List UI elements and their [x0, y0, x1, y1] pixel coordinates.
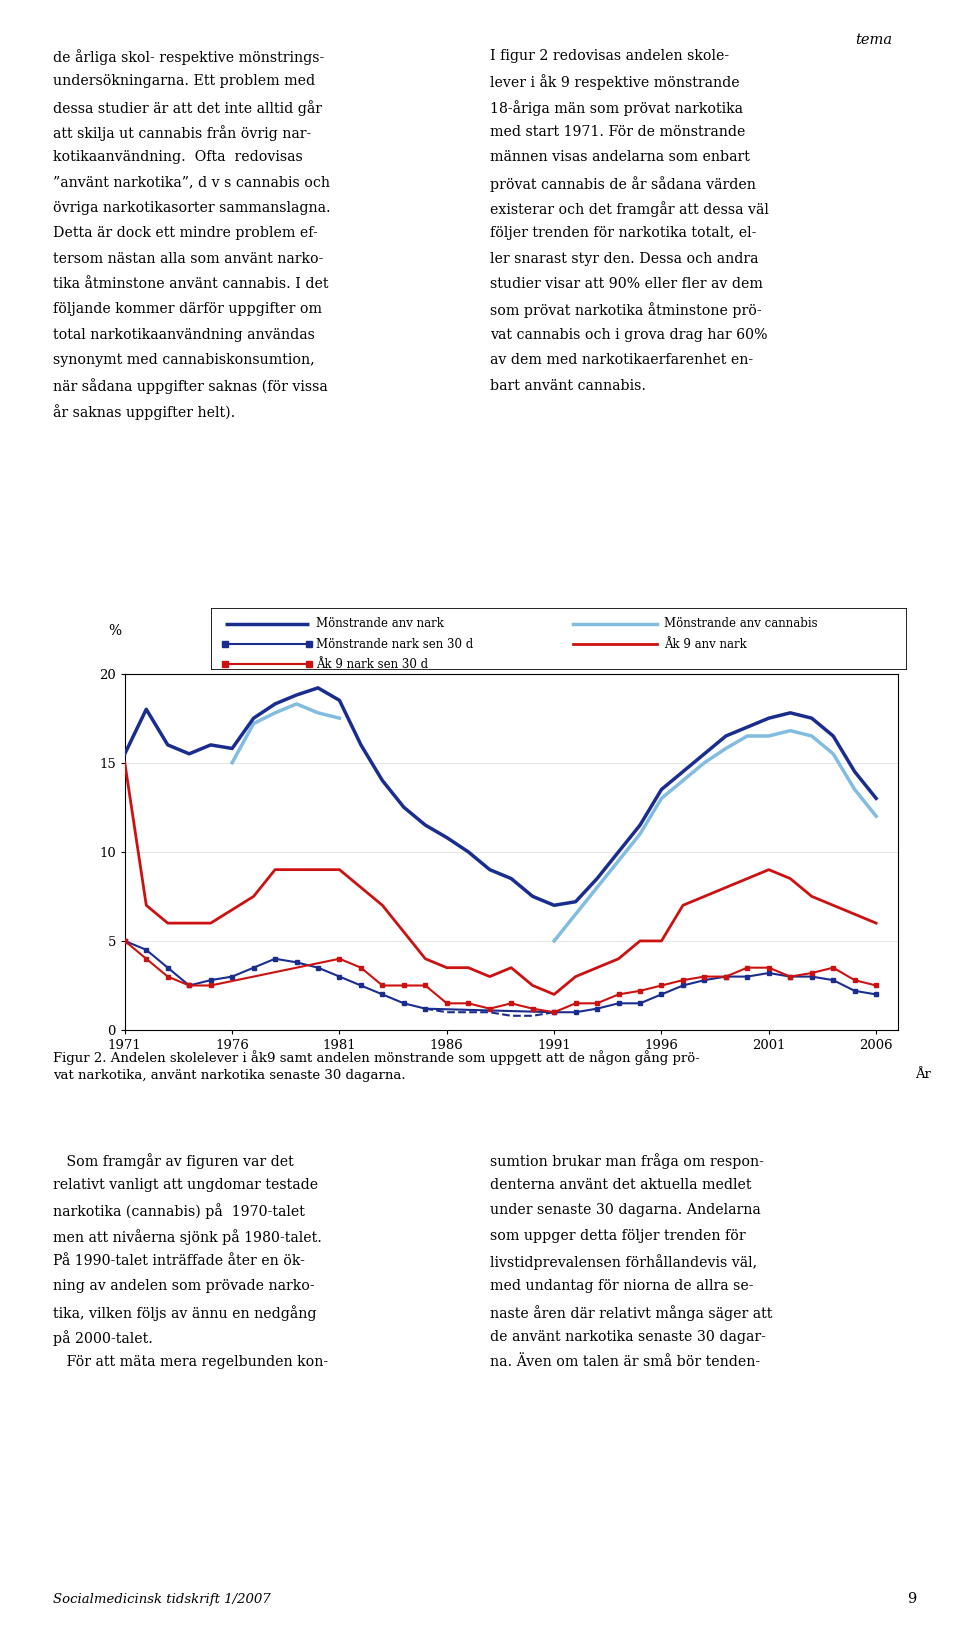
Text: under senaste 30 dagarna. Andelarna: under senaste 30 dagarna. Andelarna: [490, 1203, 760, 1218]
Text: sumtion brukar man fråga om respon-: sumtion brukar man fråga om respon-: [490, 1153, 763, 1169]
Text: denterna använt det aktuella medlet: denterna använt det aktuella medlet: [490, 1177, 751, 1192]
Text: studier visar att 90% eller fler av dem: studier visar att 90% eller fler av dem: [490, 276, 762, 291]
Text: men att nivåerna sjönk på 1980-talet.: men att nivåerna sjönk på 1980-talet.: [53, 1230, 322, 1244]
Text: Mönstrande anv cannabis: Mönstrande anv cannabis: [663, 618, 817, 629]
Text: ning av andelen som prövade narko-: ning av andelen som prövade narko-: [53, 1279, 315, 1293]
Text: övriga narkotikasorter sammanslagna.: övriga narkotikasorter sammanslagna.: [53, 201, 330, 216]
Text: relativt vanligt att ungdomar testade: relativt vanligt att ungdomar testade: [53, 1177, 318, 1192]
Text: År: År: [915, 1068, 930, 1081]
Text: %: %: [108, 625, 122, 638]
Text: år saknas uppgifter helt).: år saknas uppgifter helt).: [53, 404, 235, 420]
Text: prövat cannabis de år sådana värden: prövat cannabis de år sådana värden: [490, 175, 756, 191]
Text: som uppger detta följer trenden för: som uppger detta följer trenden för: [490, 1230, 745, 1243]
Text: tersom nästan alla som använt narko-: tersom nästan alla som använt narko-: [53, 252, 324, 267]
Text: na. Även om talen är små bör tenden-: na. Även om talen är små bör tenden-: [490, 1355, 759, 1370]
Text: total narkotikaanvändning användas: total narkotikaanvändning användas: [53, 327, 315, 342]
Text: med undantag för niorna de allra se-: med undantag för niorna de allra se-: [490, 1279, 753, 1293]
Text: existerar och det framgår att dessa väl: existerar och det framgår att dessa väl: [490, 201, 768, 217]
Text: på 2000-talet.: på 2000-talet.: [53, 1331, 153, 1346]
Text: lever i åk 9 respektive mönstrande: lever i åk 9 respektive mönstrande: [490, 74, 739, 90]
Text: naste åren där relativt många säger att: naste åren där relativt många säger att: [490, 1305, 772, 1321]
Text: Figur 2. Andelen skolelever i åk9 samt andelen mönstrande som uppgett att de någ: Figur 2. Andelen skolelever i åk9 samt a…: [53, 1050, 700, 1082]
Text: Mönstrande nark sen 30 d: Mönstrande nark sen 30 d: [316, 638, 473, 651]
Text: För att mäta mera regelbunden kon-: För att mäta mera regelbunden kon-: [53, 1355, 328, 1370]
Text: männen visas andelarna som enbart: männen visas andelarna som enbart: [490, 150, 750, 165]
Text: när sådana uppgifter saknas (för vissa: när sådana uppgifter saknas (för vissa: [53, 378, 327, 394]
Text: 9: 9: [907, 1591, 917, 1606]
Text: ”använt narkotika”, d v s cannabis och: ”använt narkotika”, d v s cannabis och: [53, 175, 330, 190]
Text: tika, vilken följs av ännu en nedgång: tika, vilken följs av ännu en nedgång: [53, 1305, 316, 1321]
Text: Åk 9 nark sen 30 d: Åk 9 nark sen 30 d: [316, 657, 428, 670]
Text: tika åtminstone använt cannabis. I det: tika åtminstone använt cannabis. I det: [53, 276, 328, 291]
Text: följande kommer därför uppgifter om: följande kommer därför uppgifter om: [53, 302, 322, 317]
Text: vat cannabis och i grova drag har 60%: vat cannabis och i grova drag har 60%: [490, 327, 767, 342]
Text: ler snarast styr den. Dessa och andra: ler snarast styr den. Dessa och andra: [490, 252, 758, 267]
Text: av dem med narkotikaerfarenhet en-: av dem med narkotikaerfarenhet en-: [490, 353, 753, 368]
Text: Socialmedicinsk tidskrift 1/2007: Socialmedicinsk tidskrift 1/2007: [53, 1592, 271, 1606]
Text: I figur 2 redovisas andelen skole-: I figur 2 redovisas andelen skole-: [490, 49, 729, 64]
Text: livstidprevalensen förhållandevis väl,: livstidprevalensen förhållandevis väl,: [490, 1254, 756, 1270]
Text: som prövat narkotika åtminstone prö-: som prövat narkotika åtminstone prö-: [490, 302, 761, 319]
Text: de använt narkotika senaste 30 dagar-: de använt narkotika senaste 30 dagar-: [490, 1331, 765, 1344]
Text: undersökningarna. Ett problem med: undersökningarna. Ett problem med: [53, 74, 315, 88]
Text: bart använt cannabis.: bart använt cannabis.: [490, 378, 645, 392]
Text: de årliga skol- respektive mönstrings-: de årliga skol- respektive mönstrings-: [53, 49, 324, 65]
Text: synonymt med cannabiskonsumtion,: synonymt med cannabiskonsumtion,: [53, 353, 315, 368]
Text: att skilja ut cannabis från övrig nar-: att skilja ut cannabis från övrig nar-: [53, 126, 311, 141]
Text: Mönstrande anv nark: Mönstrande anv nark: [316, 618, 444, 629]
Text: följer trenden för narkotika totalt, el-: följer trenden för narkotika totalt, el-: [490, 227, 756, 240]
Text: Som framgår av figuren var det: Som framgår av figuren var det: [53, 1153, 294, 1169]
Text: dessa studier är att det inte alltid går: dessa studier är att det inte alltid går: [53, 100, 322, 116]
Text: tema: tema: [855, 33, 893, 47]
Text: med start 1971. För de mönstrande: med start 1971. För de mönstrande: [490, 126, 745, 139]
Text: Åk 9 anv nark: Åk 9 anv nark: [663, 638, 746, 651]
Text: 18-åriga män som prövat narkotika: 18-åriga män som prövat narkotika: [490, 100, 743, 116]
Text: kotikaanvändning.  Ofta  redovisas: kotikaanvändning. Ofta redovisas: [53, 150, 302, 165]
Text: Detta är dock ett mindre problem ef-: Detta är dock ett mindre problem ef-: [53, 227, 318, 240]
Text: På 1990-talet inträffade åter en ök-: På 1990-talet inträffade åter en ök-: [53, 1254, 304, 1269]
Text: narkotika (cannabis) på  1970-talet: narkotika (cannabis) på 1970-talet: [53, 1203, 304, 1220]
